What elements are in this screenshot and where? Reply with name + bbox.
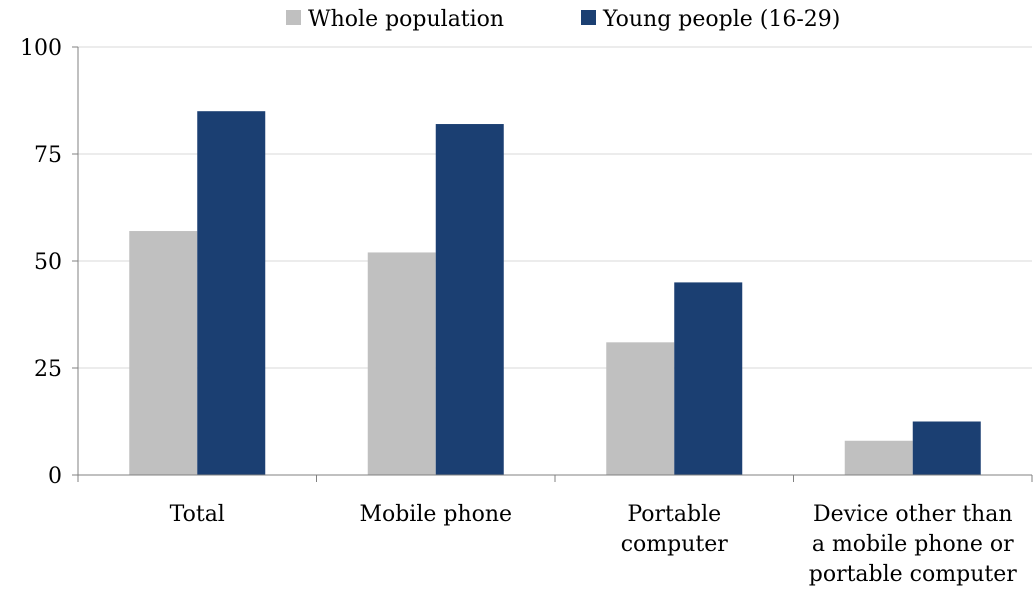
bar-young-people-2	[674, 282, 743, 475]
bar-young-people-3	[912, 421, 981, 475]
y-tick-label: 50	[34, 250, 62, 275]
y-tick-label: 0	[48, 464, 62, 489]
legend-swatch-young-people	[581, 10, 596, 25]
bar-whole-population-3	[844, 440, 913, 475]
axes	[77, 47, 1033, 482]
bar-whole-population-2	[606, 342, 675, 475]
x-axis-labels: Total Mobile phone Portable computer Device …	[170, 502, 1018, 587]
x-category-label: Total	[170, 502, 225, 527]
legend-label-whole-population: Whole population	[308, 7, 504, 32]
bars	[129, 111, 981, 475]
y-tick-label: 25	[34, 357, 62, 382]
legend-swatch-whole-population	[286, 10, 301, 25]
bar-whole-population-0	[129, 231, 198, 475]
x-category-label: Portable computer	[621, 502, 729, 557]
legend-label-young-people: Young people (16-29)	[602, 7, 840, 32]
x-category-label: Mobile phone	[359, 502, 512, 527]
bar-young-people-0	[197, 111, 266, 475]
legend: Whole population Young people (16-29)	[286, 7, 840, 32]
x-category-label: Device other than a mobile phone or portab…	[809, 502, 1017, 587]
bar-whole-population-1	[367, 252, 436, 475]
y-axis-ticks: 0 25 50 75 100	[20, 36, 78, 489]
y-tick-label: 75	[34, 143, 62, 168]
y-tick-label: 100	[20, 36, 62, 61]
bar-young-people-1	[435, 124, 504, 475]
